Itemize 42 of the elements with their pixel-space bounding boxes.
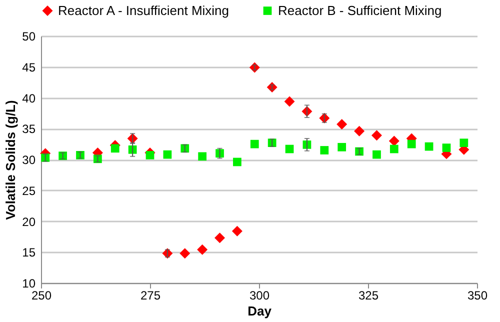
y-tick-label: 35 bbox=[22, 122, 36, 136]
point bbox=[198, 152, 207, 161]
y-tick-label: 40 bbox=[22, 91, 36, 106]
y-tick-label: 30 bbox=[22, 153, 36, 167]
x-tick-label: 350 bbox=[467, 288, 488, 302]
y-tick-label: 50 bbox=[22, 30, 36, 44]
point bbox=[180, 248, 190, 259]
point bbox=[285, 144, 294, 154]
point bbox=[320, 146, 329, 154]
x-tick-label: 250 bbox=[31, 288, 52, 302]
point bbox=[250, 140, 259, 148]
point bbox=[460, 138, 468, 148]
point bbox=[232, 226, 242, 236]
point bbox=[163, 150, 172, 159]
point bbox=[214, 232, 226, 244]
point bbox=[372, 150, 381, 159]
y-tick-label: 20 bbox=[22, 214, 36, 229]
x-tick-label: 325 bbox=[358, 288, 379, 302]
y-tick-label: 25 bbox=[22, 184, 36, 198]
point bbox=[407, 140, 416, 148]
point bbox=[354, 126, 365, 136]
point bbox=[442, 144, 451, 152]
y-axis-title: Volatile Solids (g/L) bbox=[3, 100, 18, 220]
legend-label: Reactor A - Insufficient Mixing bbox=[58, 2, 230, 18]
point bbox=[388, 136, 400, 146]
point bbox=[336, 119, 348, 130]
point bbox=[284, 96, 295, 107]
point bbox=[146, 150, 154, 160]
x-axis-title: Day bbox=[248, 304, 272, 318]
point bbox=[424, 142, 434, 151]
point bbox=[197, 244, 208, 255]
x-tick-label: 275 bbox=[140, 288, 161, 302]
x-tick-label: 300 bbox=[249, 288, 270, 302]
point bbox=[338, 142, 346, 152]
y-tick-label: 10 bbox=[22, 276, 36, 290]
y-tick-label: 15 bbox=[22, 246, 36, 260]
point bbox=[110, 144, 120, 153]
legend-label: Reactor B - Sufficient Mixing bbox=[278, 2, 442, 18]
point bbox=[390, 144, 398, 154]
point bbox=[233, 158, 242, 166]
point bbox=[371, 130, 382, 141]
y-tick-label: 45 bbox=[22, 60, 36, 74]
